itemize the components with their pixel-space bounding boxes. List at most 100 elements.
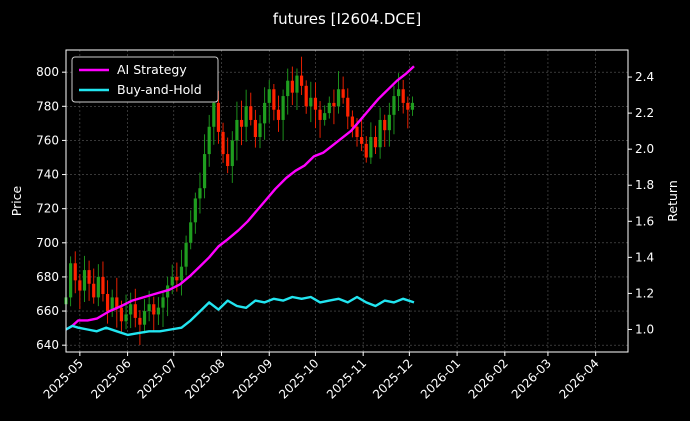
candle-body: [198, 188, 202, 199]
candle-body: [258, 123, 262, 138]
candle-body: [383, 119, 387, 131]
y2-tick-label: 1.8: [635, 178, 654, 192]
candle-body: [249, 106, 253, 120]
candle-body: [221, 131, 225, 155]
candle-body: [295, 75, 299, 93]
candle-body: [410, 102, 415, 110]
candle-body: [133, 304, 137, 318]
candle-body: [78, 280, 82, 291]
candle-body: [378, 119, 382, 148]
y2-tick-label: 1.6: [635, 214, 654, 228]
candle-body: [82, 270, 87, 291]
candle-body: [92, 283, 96, 298]
candle-body: [184, 242, 188, 267]
plot-frame: [65, 49, 629, 353]
y2-tick-label: 1.4: [635, 250, 654, 264]
buy-and-hold-line: [65, 295, 415, 337]
candle-body: [313, 97, 318, 110]
y-tick-label: 680: [36, 270, 59, 284]
legend-label-ai-strategy: AI Strategy: [117, 62, 187, 77]
candle-body: [267, 89, 271, 103]
candle-body: [202, 154, 207, 189]
candle-body: [207, 126, 211, 155]
y-tick-label: 800: [36, 65, 59, 79]
candle-body: [235, 119, 239, 141]
candle-body: [304, 85, 308, 107]
y-tick-label: 660: [36, 304, 59, 318]
candle-body: [387, 114, 391, 131]
candle-body: [216, 102, 221, 132]
candle-body: [327, 102, 331, 114]
y2-tick-label: 2.2: [635, 106, 654, 120]
return-lines: [65, 65, 415, 337]
candle-body: [156, 307, 160, 315]
candle-body: [179, 266, 184, 281]
candle-body: [244, 106, 248, 127]
candle-body: [142, 311, 147, 325]
candle-body: [369, 137, 373, 158]
candle-body: [73, 263, 77, 281]
candle-body: [401, 89, 405, 103]
candle-body: [364, 143, 368, 158]
candle-body: [323, 113, 327, 120]
candle-body: [350, 116, 354, 127]
candle-body: [286, 80, 290, 97]
candle-body: [309, 97, 313, 107]
y-tick-label: 720: [36, 202, 59, 216]
candle-body: [212, 102, 216, 127]
candle-body: [341, 89, 345, 98]
candle-body: [69, 263, 73, 298]
y2-tick-label: 2.0: [635, 142, 654, 156]
candle-body: [170, 276, 174, 286]
candle-body: [87, 270, 91, 284]
candle-body: [276, 109, 281, 120]
candle-body: [346, 97, 350, 117]
candle-body: [119, 307, 124, 322]
candle-body: [147, 304, 151, 312]
candle-body: [138, 317, 142, 325]
candlesticks: [64, 56, 415, 345]
y-axis-title-left: Price: [9, 185, 24, 216]
ai-strategy-line: [65, 65, 415, 331]
candle-body: [124, 314, 128, 322]
candle-body: [336, 89, 341, 107]
candle-body: [373, 137, 378, 148]
candle-body: [263, 102, 267, 124]
candle-body: [115, 297, 119, 308]
legend: AI Strategy Buy-and-Hold: [71, 56, 219, 103]
legend-label-buy-and-hold: Buy-and-Hold: [117, 82, 202, 97]
candle-body: [392, 96, 396, 115]
candle-body: [332, 102, 336, 107]
y-tick-label: 640: [36, 338, 59, 352]
y2-tick-label: 2.4: [635, 70, 654, 84]
candle-body: [290, 80, 294, 93]
candle-body: [226, 154, 230, 167]
candle-body: [360, 137, 364, 144]
candle-body: [299, 75, 304, 86]
y-tick-label: 740: [36, 168, 59, 182]
candle-body: [101, 276, 105, 294]
candle-body: [175, 276, 179, 281]
y-tick-label: 780: [36, 99, 59, 113]
candle-body: [355, 126, 359, 138]
y-tick-label: 700: [36, 236, 59, 250]
candle-body: [272, 89, 276, 110]
candle-body: [318, 109, 322, 120]
y2-tick-label: 1.0: [635, 322, 654, 336]
y-tick-label: 760: [36, 133, 59, 147]
candle-body: [105, 293, 110, 312]
chart-title: futures [I2604.DCE]: [273, 10, 421, 28]
candle-body: [230, 140, 234, 167]
y2-tick-label: 1.2: [635, 286, 654, 300]
candle-body: [239, 119, 244, 127]
candle-body: [161, 297, 165, 308]
candle-body: [189, 222, 193, 243]
y-axis-title-right: Return: [665, 180, 680, 221]
candle-body: [129, 304, 133, 315]
candle-body: [193, 198, 197, 223]
candle-body: [396, 89, 401, 97]
candle-body: [110, 297, 114, 312]
candle-body: [281, 96, 285, 120]
candle-body: [152, 304, 156, 315]
